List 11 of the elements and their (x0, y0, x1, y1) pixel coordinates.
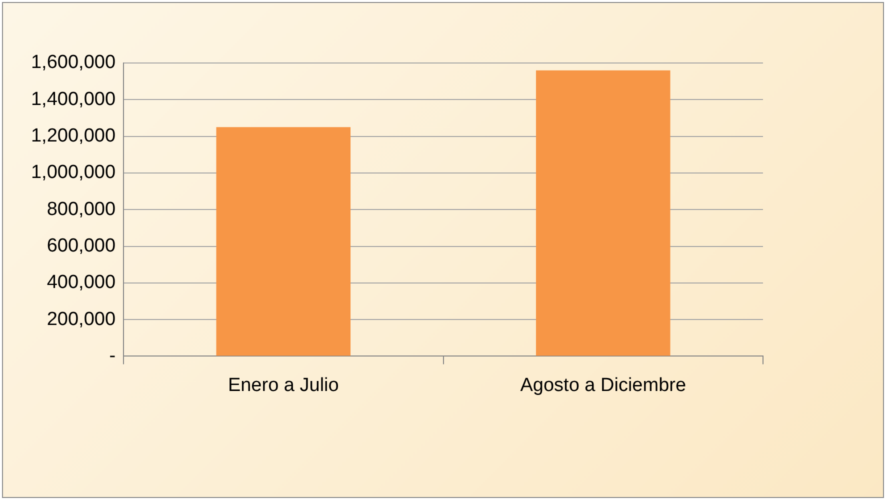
y-tick-label: 1,600,000 (30, 52, 116, 74)
y-tick-label: 1,400,000 (30, 88, 116, 110)
y-tick-label: 400,000 (46, 272, 116, 294)
x-tick-label: Enero a Julio (228, 374, 339, 396)
y-tick-label: - (109, 345, 116, 366)
y-tick-label: 200,000 (46, 308, 116, 330)
y-tick-label: 600,000 (46, 235, 116, 256)
x-tick-label: Agosto a Diciembre (520, 374, 686, 396)
y-tick-label: 1,000,000 (30, 162, 116, 184)
y-tick-label: 1,200,000 (30, 126, 116, 147)
y-tick-label: 800,000 (46, 198, 116, 220)
